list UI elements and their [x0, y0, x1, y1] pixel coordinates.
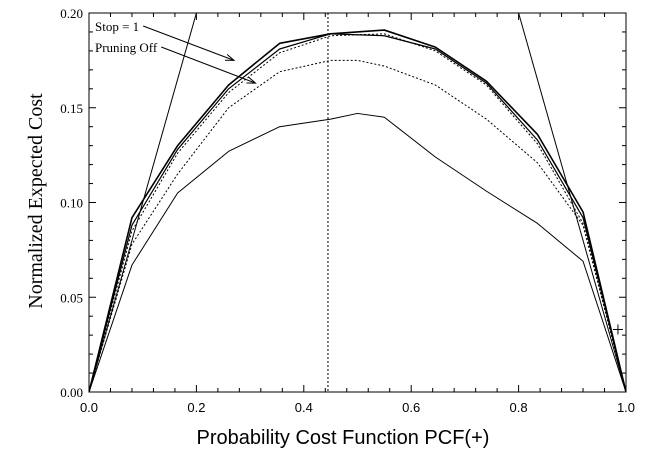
annotation-arrowhead-2 [246, 76, 257, 84]
y-tick-label: 0.00 [60, 385, 83, 400]
y-tick-labels: 0.00 0.05 0.10 0.15 0.20 [60, 6, 83, 400]
annotation-label-2: Pruning Off [95, 40, 158, 55]
axis-ticks [88, 12, 627, 393]
y-tick-label: 0.10 [60, 196, 83, 211]
x-axis-title: Probability Cost Function PCF(+) [197, 427, 490, 449]
plot-frame [88, 12, 627, 393]
series-line-1 [89, 29, 626, 392]
y-tick-label: 0.15 [60, 101, 83, 116]
series-lines [89, 29, 626, 392]
series-line-3 [89, 33, 626, 392]
y-tick-label: 0.05 [60, 290, 83, 305]
series-line-5 [89, 112, 626, 392]
series-line-4 [89, 59, 626, 392]
y-tick-label: 0.20 [60, 6, 83, 21]
plus-marker [612, 324, 623, 335]
series-line-2 [89, 33, 626, 392]
annotation-arrow-1 [143, 25, 235, 61]
x-tick-label: 0.4 [295, 400, 313, 415]
x-tick-label: 0.8 [510, 400, 528, 415]
x-tick-label: 1.0 [617, 400, 635, 415]
annotations: Stop = 1 Pruning Off [95, 19, 257, 84]
trivial-line-2 [518, 13, 626, 392]
trivial-cost-lines [89, 13, 626, 392]
plot-border [88, 12, 627, 393]
trivial-line-1 [89, 13, 197, 392]
annotation-arrow-2 [161, 46, 256, 84]
y-axis-title: Normalized Expected Cost [25, 93, 47, 309]
x-tick-label: 0.0 [80, 400, 98, 415]
annotation-label-1: Stop = 1 [95, 19, 139, 34]
x-tick-label: 0.6 [402, 400, 420, 415]
x-tick-label: 0.2 [187, 400, 205, 415]
x-tick-labels: 0.0 0.2 0.4 0.6 0.8 1.0 [80, 400, 635, 415]
annotation-arrowhead-1 [224, 54, 236, 61]
